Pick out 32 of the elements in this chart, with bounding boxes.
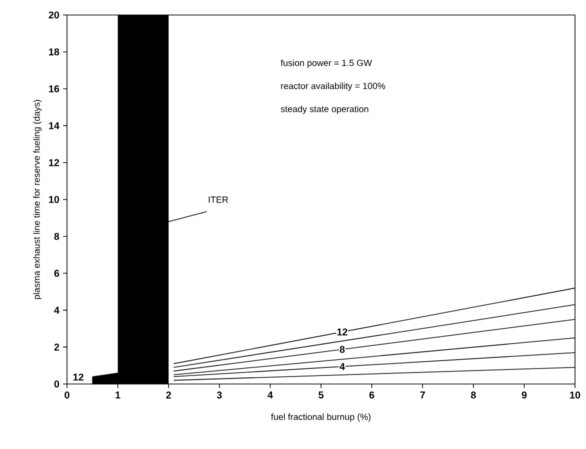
x-tick-label: 7 xyxy=(420,392,425,398)
x-axis-title: fuel fractional burnup (%) xyxy=(271,413,371,422)
y-tick-label: 10 xyxy=(49,196,60,204)
x-tick-label: 9 xyxy=(522,392,527,399)
y-tick-label: 6 xyxy=(54,270,60,277)
y-tick-label: 0 xyxy=(54,380,60,388)
series-label: 4 xyxy=(340,363,345,370)
y-tick-label: 18 xyxy=(49,48,60,56)
x-tick-label: 5 xyxy=(318,392,324,398)
annotation: ITER xyxy=(208,196,228,203)
x-tick-label: 3 xyxy=(216,392,222,399)
annotation: steady state operation xyxy=(280,106,368,114)
annotation: reactor availability = 100% xyxy=(281,82,386,91)
y-tick-label: 12 xyxy=(49,159,60,166)
x-tick-label: 6 xyxy=(369,392,374,399)
y-tick-label: 4 xyxy=(54,306,60,314)
y-tick-label: 2 xyxy=(54,344,60,351)
x-tick-label: 8 xyxy=(470,392,476,399)
annotation: 12 xyxy=(73,374,84,381)
series-label: 8 xyxy=(340,346,345,353)
y-tick-label: 14 xyxy=(49,122,60,130)
x-tick-label: 1 xyxy=(116,392,120,398)
y-tick-label: 8 xyxy=(54,232,60,240)
x-tick-label: 0 xyxy=(64,392,70,399)
x-tick-label: 2 xyxy=(166,392,171,398)
y-tick-label: 16 xyxy=(49,85,60,92)
series-label: 12 xyxy=(337,328,348,336)
x-tick-label: 10 xyxy=(570,392,580,399)
y-axis-title: plasma exhaust line time for reserve fueling (days) xyxy=(33,100,42,300)
annotation: fusion power = 1.5 GW xyxy=(280,59,372,68)
y-tick-label: 20 xyxy=(48,11,60,19)
x-tick-label: 4 xyxy=(268,392,273,398)
